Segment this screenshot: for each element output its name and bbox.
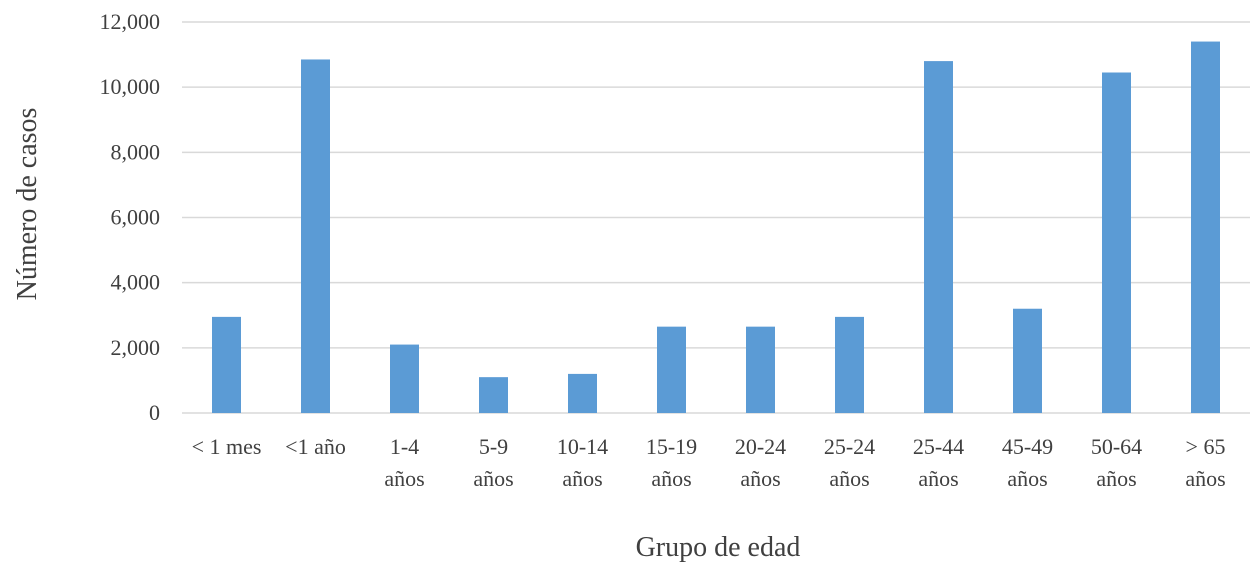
x-category-label: 25-44 años [913,434,964,491]
x-category-label: 50-64 años [1091,434,1142,491]
y-tick-label: 4,000 [111,270,161,295]
bar [479,377,508,413]
y-tick-label: 6,000 [111,205,161,230]
bar [390,344,419,413]
x-category-label: 1-4 años [384,434,424,491]
x-category-label: 20-24 años [735,434,786,491]
gridlines [182,21,1250,414]
bar [924,61,953,413]
bar [301,59,330,414]
bar [1191,41,1220,414]
bar [1013,308,1042,413]
y-tick-label: 10,000 [100,74,161,99]
x-category-label: > 65 años [1185,434,1225,491]
x-axis-categories: < 1 mes <1 año 1-4 años 5-9 años 10-14 años 15-1… [192,434,1226,491]
bar [212,316,241,413]
bar [746,326,775,413]
x-category-label: <1 año [285,434,346,459]
bar [568,373,597,413]
y-tick-label: 2,000 [111,335,161,360]
bars [212,41,1220,414]
x-axis-title: Grupo de edad [636,532,801,563]
bar [835,316,864,413]
x-category-label: 5-9 años [473,434,513,491]
bar [1102,72,1131,414]
y-tick-label: 8,000 [111,139,161,164]
y-axis-title: Número de casos [12,108,43,301]
x-category-label: 15-19 años [646,434,697,491]
y-tick-label: 12,000 [100,9,161,34]
x-category-label: 45-49 años [1002,434,1053,491]
x-category-label: 10-14 años [557,434,608,491]
bar [657,326,686,413]
y-axis-ticks: 0 2,000 4,000 6,000 8,000 10,000 12,000 [100,9,161,425]
y-tick-label: 0 [149,400,160,425]
x-category-label: 25-24 años [824,434,875,491]
x-category-label: < 1 mes [192,434,262,459]
